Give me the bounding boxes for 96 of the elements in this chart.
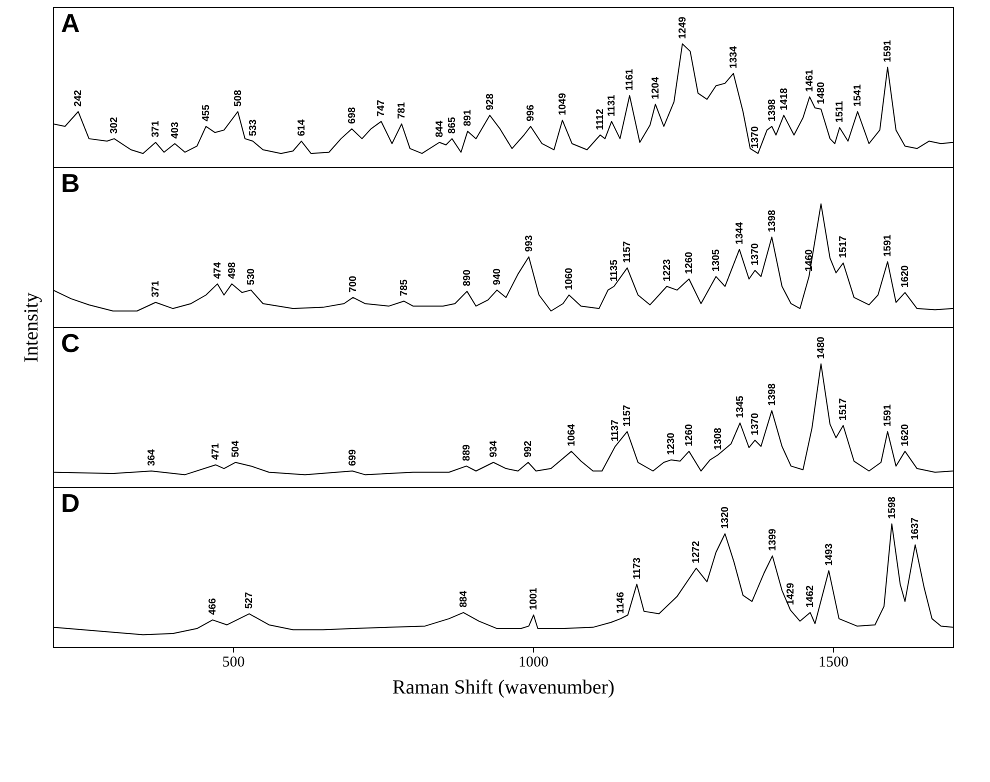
x-tick-label: 500 [222,654,245,670]
annotation: 1637 [910,517,922,540]
annotation: 527 [244,592,256,609]
annotation: 1157 [622,404,634,427]
annotation: 1370 [750,242,761,266]
annotation: 242 [73,89,84,107]
annotation: 928 [484,93,496,110]
annotation: 1135 [609,259,620,282]
annotation: 1370 [750,412,761,436]
annotation: 533 [248,119,259,136]
annotation: 1344 [734,222,746,244]
annotation: 1334 [728,46,740,68]
annotation: 993 [524,234,535,252]
annotation: 992 [523,440,534,458]
annotation: 1223 [662,258,673,282]
annotation: 1161 [624,68,636,91]
annotation: 1308 [712,427,724,450]
annotation: 698 [346,106,358,124]
annotation: 474 [212,262,224,279]
annotation: 890 [462,269,473,286]
annotation: 1157 [622,240,634,263]
annotation: 364 [146,448,158,466]
annotation: 891 [462,109,474,126]
annotation: 1620 [900,264,911,288]
annotation: 302 [109,116,120,134]
annotation: 403 [170,121,181,139]
annotation: 1001 [528,587,540,610]
annotation: 1370 [750,126,761,148]
annotation: 1480 [816,81,827,104]
annotation: 785 [399,279,410,296]
annotation: 1511 [834,100,846,123]
annotation: 1429 [785,582,796,606]
annotation: 371 [150,120,162,138]
annotation: 1260 [684,251,695,274]
annotation: 889 [461,444,472,462]
annotation: 1517 [838,398,850,420]
annotation: 1461 [804,69,816,92]
annotation: 1462 [805,584,816,608]
annotation: 504 [230,440,242,458]
annotation: 1060 [564,267,575,290]
annotation: 1398 [766,383,778,406]
annotation: 1320 [720,506,731,529]
annotation: 1112 [595,108,606,130]
annotation: 1173 [632,557,643,580]
annotation: 934 [488,440,500,458]
annotation: 700 [348,275,359,292]
annotation: 1591 [882,40,894,62]
annotation: 508 [232,89,244,107]
x-axis-title: Raman Shift (wavenumber) [392,676,615,698]
annotation: 1591 [882,404,894,427]
annotation: 1230 [666,432,677,455]
annotation: 1398 [766,98,778,122]
annotation: 1517 [838,235,850,258]
annotation: 1064 [566,424,578,446]
annotation: 1591 [882,234,894,257]
annotation: 1541 [852,84,864,107]
annotation: 530 [246,268,257,286]
annotation: 1620 [900,424,911,446]
annotation: 1598 [886,496,898,519]
annotation: 1049 [557,92,568,116]
annotation: 1249 [677,16,688,39]
annotation: 1460 [804,248,815,272]
annotation: 1345 [735,395,746,418]
annotation: 1131 [606,94,618,116]
annotation: 1398 [766,209,778,232]
chart-title: D [61,488,80,518]
annotation: 844 [434,120,446,138]
chart-title: C [61,328,80,358]
annotation: 1480 [816,336,827,359]
annotation: 1260 [684,424,695,446]
annotation: 884 [458,590,470,608]
annotation: 498 [226,262,238,279]
annotation: 781 [396,102,408,119]
annotation: 996 [526,104,537,122]
chart-title: B [61,168,80,198]
annotation: 1272 [691,540,702,564]
annotation: 471 [210,442,222,460]
y-axis-title: Intensity [20,292,42,362]
annotation: 699 [347,448,358,466]
annotation: 1137 [610,419,622,442]
annotation: 747 [376,99,388,116]
annotation: 1204 [650,76,662,100]
annotation: 466 [208,598,219,615]
annotation: 1493 [824,543,835,566]
x-tick-label: 1000 [518,654,548,670]
annotation: 614 [296,119,308,136]
x-tick-label: 1500 [818,654,848,670]
annotation: 1305 [711,248,722,272]
annotation: 371 [150,280,162,298]
annotation: 455 [201,104,212,122]
annotation: 1146 [616,592,627,614]
annotation: 940 [492,268,503,286]
annotation: 1418 [778,88,790,110]
chart-title: A [61,8,80,38]
annotation: 865 [447,116,458,134]
annotation: 1399 [767,528,778,551]
